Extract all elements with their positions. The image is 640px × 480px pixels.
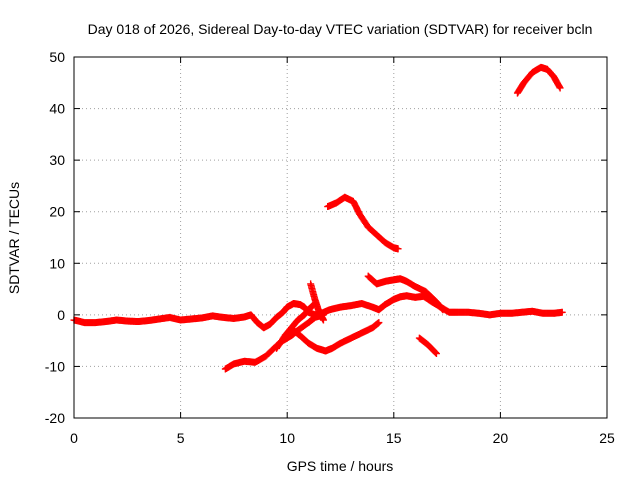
series-track-5: [290, 319, 383, 355]
axis-ticks: 0 5 10 15 20 25 -20 -10 0 10 20 30 40 50: [45, 49, 615, 446]
y-tick-label: 20: [49, 204, 65, 220]
x-tick-label: 10: [279, 430, 295, 446]
y-tick-label: 0: [57, 307, 65, 323]
data-point: [375, 319, 383, 327]
data-point: [319, 316, 327, 324]
series-track-9: [513, 63, 564, 97]
series-track-6: [324, 193, 402, 253]
chart-title: Day 018 of 2026, Sidereal Day-to-day VTE…: [88, 21, 593, 37]
series-track-3: [273, 302, 317, 352]
series-track-7: [364, 272, 447, 314]
series-track-8: [415, 334, 440, 358]
y-tick-label: 40: [49, 101, 65, 117]
plot-frame: [73, 56, 608, 419]
x-tick-label: 20: [493, 430, 509, 446]
x-tick-label: 15: [386, 430, 402, 446]
y-tick-label: 30: [49, 152, 65, 168]
x-tick-label: 5: [177, 430, 185, 446]
data-point: [556, 84, 564, 92]
series-track-1: [70, 292, 566, 332]
x-tick-label: 0: [70, 430, 78, 446]
x-tick-label: 25: [599, 430, 615, 446]
y-tick-label: -20: [45, 410, 65, 426]
data-points: [70, 63, 566, 373]
data-point: [439, 306, 447, 314]
data-point: [394, 245, 402, 253]
y-tick-label: 10: [49, 255, 65, 271]
data-point: [432, 350, 440, 358]
series-track-4: [307, 280, 327, 324]
y-tick-label: 50: [49, 49, 65, 65]
data-point: [558, 308, 566, 316]
y-axis-label: SDTVAR / TECUs: [6, 182, 22, 294]
data-point: [432, 349, 440, 357]
y-tick-label: -10: [45, 358, 65, 374]
x-axis-label: GPS time / hours: [287, 458, 394, 474]
